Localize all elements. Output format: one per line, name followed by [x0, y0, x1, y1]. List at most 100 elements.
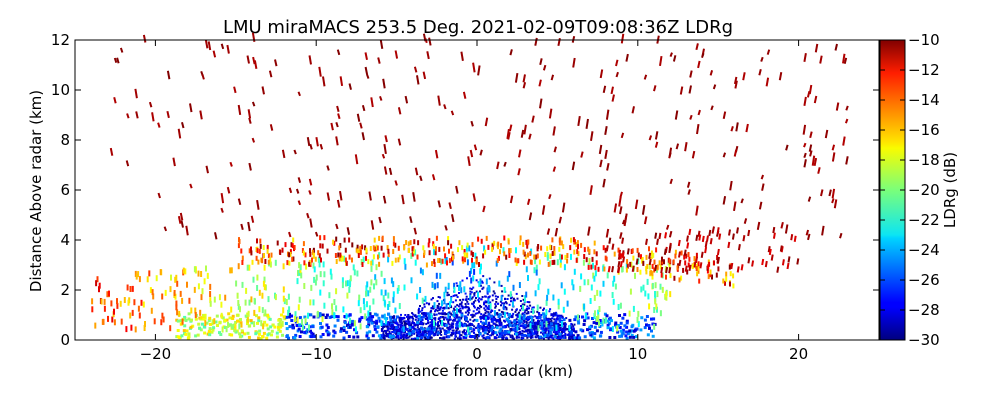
data-streak — [298, 296, 301, 303]
data-streak — [94, 322, 97, 329]
data-cell — [475, 318, 479, 322]
data-streak — [619, 261, 623, 268]
data-cell — [470, 288, 473, 291]
data-streak — [431, 174, 436, 181]
data-cell — [498, 317, 501, 320]
data-streak — [204, 320, 207, 327]
data-cell — [502, 311, 505, 314]
data-streak — [614, 283, 617, 290]
data-cell — [505, 302, 508, 305]
data-streak — [163, 226, 168, 232]
data-streak — [636, 247, 639, 253]
data-streak — [523, 251, 526, 257]
data-cell — [461, 325, 464, 328]
data-cell — [513, 299, 516, 302]
data-streak — [560, 240, 563, 246]
data-streak — [164, 289, 167, 296]
data-cell — [538, 316, 542, 320]
data-cell — [482, 327, 485, 330]
data-streak — [620, 132, 625, 139]
data-cell — [572, 337, 575, 340]
data-streak — [166, 70, 171, 80]
data-streak — [484, 117, 489, 127]
y-tick-label: 2 — [60, 281, 70, 299]
data-cell — [430, 320, 434, 324]
data-streak — [580, 151, 584, 158]
data-cell — [438, 317, 440, 320]
data-streak — [299, 264, 302, 271]
data-streak — [496, 258, 499, 263]
data-streak — [284, 242, 287, 248]
data-cell — [416, 321, 420, 325]
data-streak — [250, 215, 255, 223]
data-streak — [267, 259, 270, 265]
data-cell — [353, 328, 356, 332]
data-cell — [432, 328, 436, 332]
data-cell — [537, 334, 539, 337]
data-cell — [647, 324, 651, 327]
data-cell — [542, 334, 546, 338]
data-cell — [277, 326, 280, 329]
data-cell — [543, 318, 547, 322]
data-streak — [205, 265, 207, 272]
data-cell — [599, 330, 603, 334]
colorbar-label: LDRg (dB) — [941, 152, 959, 228]
data-streak — [808, 144, 813, 152]
data-streak — [394, 307, 397, 314]
data-streak — [103, 305, 106, 312]
data-cell — [212, 326, 216, 330]
data-cell — [512, 312, 515, 315]
data-cell — [459, 307, 462, 310]
data-streak — [641, 257, 644, 262]
data-streak — [383, 143, 387, 155]
data-streak — [487, 285, 490, 292]
data-cell — [486, 336, 490, 339]
data-cell — [240, 329, 244, 333]
data-cell — [469, 290, 472, 293]
data-streak — [135, 111, 139, 119]
data-cell — [463, 329, 466, 331]
data-cell — [326, 333, 330, 337]
data-streak — [370, 279, 373, 286]
data-cell — [577, 321, 581, 325]
data-cell — [395, 332, 398, 335]
data-streak — [734, 80, 738, 89]
data-cell — [482, 275, 485, 278]
data-cell — [187, 317, 191, 321]
data-cell — [397, 332, 401, 336]
data-cell — [368, 330, 372, 334]
data-streak — [538, 259, 541, 265]
data-streak — [248, 117, 252, 124]
data-streak — [536, 246, 539, 252]
data-streak — [173, 290, 176, 296]
data-cell — [412, 337, 415, 340]
data-streak — [267, 253, 270, 259]
data-cell — [411, 325, 415, 329]
data-cell — [441, 309, 444, 312]
data-cell — [483, 301, 486, 304]
data-streak — [760, 174, 765, 180]
data-cell — [532, 306, 535, 309]
data-streak — [625, 53, 629, 62]
data-cell — [568, 318, 572, 322]
data-cell — [278, 329, 282, 333]
data-streak — [665, 274, 667, 280]
data-cell — [465, 336, 468, 339]
data-streak — [144, 321, 146, 327]
data-streak — [349, 281, 351, 288]
data-streak — [678, 259, 682, 267]
data-streak — [285, 299, 288, 305]
data-cell — [548, 322, 551, 325]
data-cell — [176, 329, 180, 332]
data-streak — [447, 282, 450, 289]
data-streak — [237, 104, 242, 116]
data-streak — [209, 291, 212, 297]
data-streak — [551, 251, 554, 256]
data-cell — [498, 323, 502, 327]
data-streak — [134, 326, 137, 333]
data-cell — [447, 326, 450, 329]
data-streak — [409, 240, 412, 246]
data-streak — [679, 86, 684, 95]
data-cell — [564, 323, 567, 326]
data-streak — [468, 270, 471, 277]
